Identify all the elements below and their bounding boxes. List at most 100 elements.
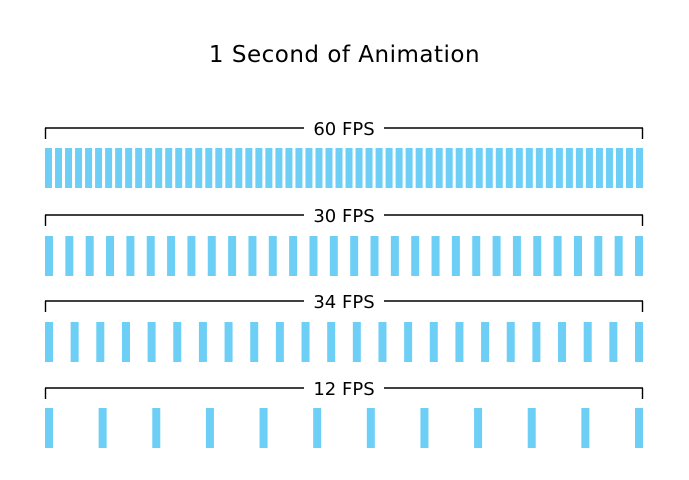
frame-bar [573,236,582,276]
frame-bar [45,236,53,276]
frame-bar [553,236,562,276]
frame-bar [545,148,553,188]
frame-bar [575,148,583,188]
frame-bar [594,236,603,276]
frame-bar [512,236,521,276]
frame-bar [289,236,298,276]
frame-bar [495,148,503,188]
frame-bar [255,148,263,188]
frame-bar [405,148,413,188]
frame-bar [352,322,361,362]
frame-bar [481,322,490,362]
frame-bar [465,148,473,188]
frame-bar [235,148,243,188]
frame-bar [65,236,74,276]
frame-bar [506,322,515,362]
frame-bar [533,236,542,276]
frame-bar [75,148,83,188]
frame-bar [55,148,63,188]
frame-bar [451,236,460,276]
frame-bar [355,148,363,188]
frame-bar [265,148,273,188]
frame-bar [259,408,268,448]
frame-bar [146,236,155,276]
frame-bar [85,148,93,188]
frame-bar [385,148,393,188]
frame-bar [565,148,573,188]
frame-bar [325,148,333,188]
frame-bar [309,236,318,276]
row-60fps: 60 FPS [44,119,644,188]
frame-bar [185,148,193,188]
frame-bar [431,236,440,276]
frame-bar [215,148,223,188]
frame-bar [485,148,493,188]
frame-bar [555,148,563,188]
frame-bar [581,408,590,448]
frame-bar [585,148,593,188]
frame-bar [145,148,153,188]
frame-bar [370,236,379,276]
frame-bar [515,148,523,188]
frame-bar [492,236,501,276]
frame-bar [474,408,483,448]
frame-bar [455,322,464,362]
frame-bar [45,148,52,188]
frame-bar [525,148,533,188]
frame-bar [165,148,173,188]
frame-bar [329,236,338,276]
frame-bar [106,236,115,276]
frame-bar [98,408,107,448]
frame-bar [121,322,130,362]
frame-bar [583,322,592,362]
frame-bar [275,322,284,362]
frame-bar [207,236,216,276]
frame-bar [105,148,113,188]
frame-bar [625,148,633,188]
frame-bar [175,148,183,188]
frame-bar [167,236,176,276]
frame-bar [435,148,443,188]
frame-bar [335,148,343,188]
frame-bar [205,148,213,188]
frame-bar [173,322,182,362]
frame-bar [45,408,53,448]
frame-bar [614,236,623,276]
row-label: 34 FPS [313,292,374,313]
frame-bar [445,148,453,188]
frame-bar [535,148,543,188]
row-34fps: 34 FPS [44,292,644,362]
frame-bar [366,408,375,448]
frame-bar [245,148,253,188]
frame-bar [605,148,613,188]
row-label: 60 FPS [313,119,374,140]
row-label: 12 FPS [313,379,374,400]
frame-bar [95,148,103,188]
frame-bar [152,408,161,448]
frame-bar [135,148,143,188]
frame-bar [301,322,310,362]
frame-bar [225,148,233,188]
frame-bar [187,236,196,276]
frame-bar [635,236,643,276]
frame-bar [532,322,541,362]
frame-bar [350,236,359,276]
frame-bar [315,148,323,188]
frame-bar [313,408,322,448]
frame-bar [248,236,257,276]
frame-bar [345,148,353,188]
frame-bar [305,148,313,188]
row-label: 30 FPS [313,206,374,227]
frame-bar [115,148,123,188]
frame-bar [455,148,463,188]
frame-bar [205,408,214,448]
frame-bar [527,408,536,448]
frame-bar [295,148,303,188]
row-30fps: 30 FPS [44,206,644,276]
frame-bar [429,322,438,362]
frame-bar [198,322,207,362]
frame-bar [70,322,79,362]
frame-bar [425,148,433,188]
frame-bar [155,148,163,188]
